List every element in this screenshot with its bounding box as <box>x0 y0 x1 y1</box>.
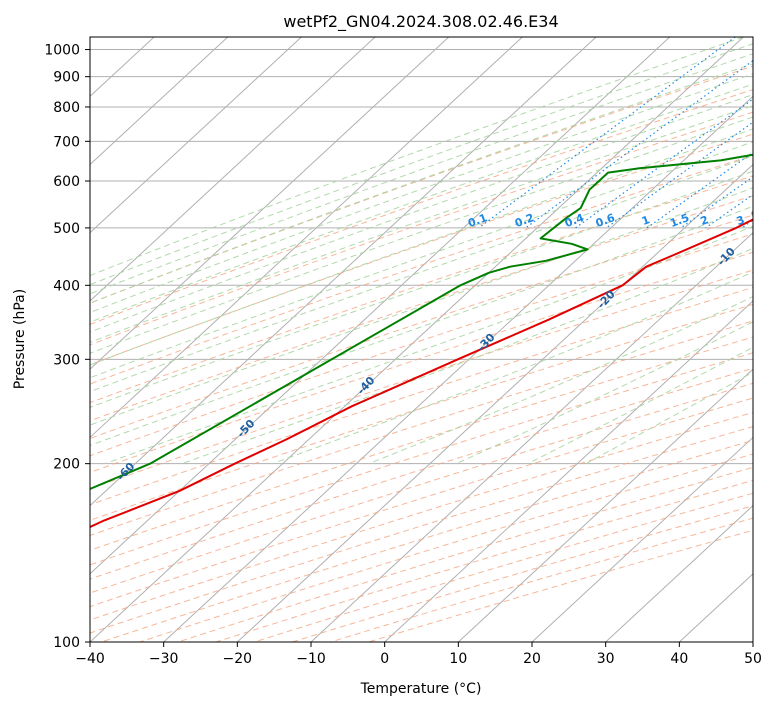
y-tick-label: 200 <box>53 457 80 473</box>
dry-adiabat-line <box>215 479 753 642</box>
mixing-ratio-label: 0.6 <box>594 211 617 230</box>
y-tick-label: 100 <box>53 635 80 651</box>
y-tick-label: 300 <box>53 352 80 368</box>
isotherm-line <box>90 37 744 642</box>
y-axis-title: Pressure (hPa) <box>12 289 28 389</box>
moist-adiabats <box>90 37 753 465</box>
dry-adiabat-line <box>330 517 753 642</box>
moist-adiabat-line <box>90 170 753 408</box>
x-tick-label: −40 <box>75 651 105 667</box>
dry-adiabat-line <box>292 505 753 642</box>
chart-title: wetPf2_GN04.2024.308.02.46.E34 <box>283 12 558 32</box>
mixing-ratio-label: 0.4 <box>563 211 586 230</box>
x-tick-label: 50 <box>744 651 762 667</box>
moist-adiabat-line <box>90 155 753 393</box>
y-tick-label: 600 <box>53 174 80 190</box>
mixing-ratio-label: 3 <box>735 213 747 228</box>
dry-adiabat-line <box>90 352 753 566</box>
isotherm-line <box>90 37 376 302</box>
isotherm-line <box>236 163 753 642</box>
moist-adiabat-line <box>90 83 753 323</box>
dry-adiabat-line <box>90 111 753 346</box>
moist-adiabat-line <box>90 187 753 426</box>
x-tick-label: 40 <box>670 651 688 667</box>
isotherm-line <box>384 300 753 642</box>
dry-adiabat-line <box>90 320 753 537</box>
dry-adiabat-line <box>90 251 753 474</box>
x-tick-label: −20 <box>223 651 253 667</box>
grid-lines <box>90 37 753 642</box>
moist-adiabat-line <box>90 94 753 333</box>
dewpoint-profile-line <box>90 153 753 491</box>
x-tick-label: 30 <box>597 651 615 667</box>
x-tick-label: 10 <box>449 651 467 667</box>
dry-adiabat-line <box>90 269 753 490</box>
isotherm-line <box>90 37 302 234</box>
y-tick-label: 800 <box>53 100 80 116</box>
moist-adiabat-line <box>90 116 753 354</box>
moist-adiabat-line <box>368 296 753 465</box>
mixing-ratio-label: 2 <box>699 213 711 228</box>
moist-adiabat-line <box>90 141 753 379</box>
isotherm-line <box>90 37 671 575</box>
dry-adiabat-line <box>90 89 753 325</box>
dry-adiabat-line <box>177 466 753 642</box>
y-tick-label: 1000 <box>44 43 80 59</box>
isotherm-line <box>605 504 753 642</box>
mixing-ratio-label: 0.2 <box>513 211 536 230</box>
x-axis-title: Temperature (°C) <box>360 681 482 697</box>
moist-adiabat-line <box>90 63 753 304</box>
x-tick-label: 0 <box>380 651 389 667</box>
mixing-ratio-label: 0.1 <box>466 211 489 230</box>
moist-adiabat-label: 0 <box>748 207 763 222</box>
x-tick-label: −10 <box>296 651 326 667</box>
moist-adiabat-line <box>90 73 753 314</box>
dry-adiabat-line <box>90 133 753 366</box>
isotherm-line <box>90 37 597 507</box>
plot-frame <box>89 36 754 643</box>
y-axis: 1000 900 800 700 600 500 400 300 200 100 <box>44 43 90 651</box>
plot-area: -100-90-80-70-60-50-40-30-20-100.10.20.4… <box>90 37 763 642</box>
isotherm-line <box>90 37 523 439</box>
y-tick-label: 900 <box>53 70 80 86</box>
moist-adiabat-line <box>90 37 744 277</box>
dry-adiabat-line <box>90 286 753 506</box>
dry-adiabat-line <box>90 303 753 521</box>
y-tick-label: 700 <box>53 134 80 150</box>
mixing-ratio-line <box>478 37 736 229</box>
y-tick-label: 400 <box>53 278 80 294</box>
x-tick-label: −30 <box>149 651 179 667</box>
moist-adiabat-line <box>90 43 753 286</box>
moist-adiabat-line <box>272 271 753 465</box>
moist-adiabat-line <box>90 128 753 366</box>
dry-adiabats <box>90 65 753 642</box>
moist-adiabat-line <box>104 225 753 465</box>
mixing-ratio-line <box>575 98 753 229</box>
dry-adiabat-line <box>90 336 753 551</box>
isotherm-line <box>90 37 450 370</box>
mixing-ratio-lines <box>478 37 753 229</box>
y-tick-label: 500 <box>53 221 80 237</box>
dry-adiabat-line <box>90 382 753 594</box>
dry-adiabat-line <box>139 453 753 642</box>
mixing-ratio-label: 1.5 <box>668 211 691 230</box>
moist-adiabat-line <box>90 53 753 295</box>
isotherm-line <box>163 95 753 642</box>
dry-adiabat-line <box>90 367 753 580</box>
x-tick-label: 20 <box>523 651 541 667</box>
mixing-ratio-line <box>646 151 753 229</box>
mixing-ratio-label: 1 <box>640 213 652 228</box>
dry-adiabat-line <box>254 492 753 642</box>
isotherm-line <box>90 37 229 166</box>
isotherm-line <box>457 368 753 642</box>
x-axis: −40 −30 −20 −10 0 10 20 30 40 50 <box>75 642 762 667</box>
isotherm-line <box>531 436 753 642</box>
